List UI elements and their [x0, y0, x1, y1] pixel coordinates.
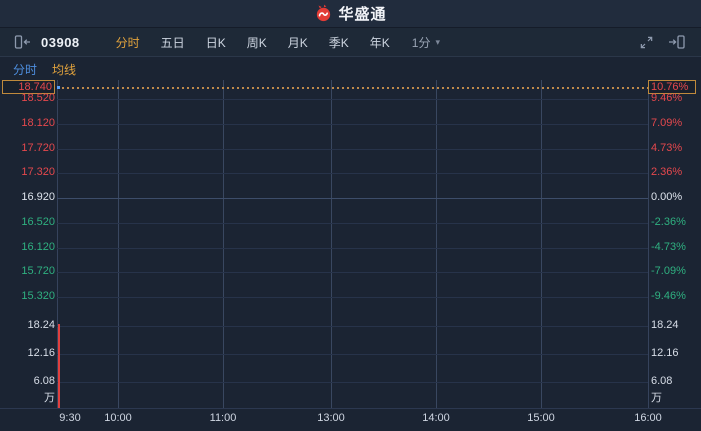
price-gridline [57, 272, 648, 273]
chart-plot-border [648, 80, 649, 408]
time-axis-line [0, 408, 701, 409]
fullscreen-icon[interactable] [639, 35, 654, 50]
chart-plot-area[interactable] [57, 80, 648, 408]
price-gridline [57, 248, 648, 249]
time-axis-label: 15:00 [527, 412, 555, 424]
stock-code: 03908 [41, 34, 80, 50]
chevron-down-icon: ▾ [435, 36, 440, 47]
tab-year-k[interactable]: 年K [369, 35, 390, 50]
volume-unit-right: 万 [651, 392, 662, 404]
chart-vertical-gridline [118, 80, 119, 408]
chart-vertical-gridline [541, 80, 542, 408]
percent-axis-label: 4.73% [651, 142, 683, 154]
subtab-moving-average[interactable]: 均线 [52, 62, 77, 77]
price-gridline [57, 198, 648, 199]
price-line-start [57, 86, 60, 89]
volume-axis-label-right: 18.24 [651, 319, 679, 331]
collapse-left-panel-icon[interactable] [14, 34, 31, 50]
volume-axis-label-left: 6.08 [33, 375, 55, 387]
current-change-label: 10.76% [648, 80, 696, 94]
app-header: 华盛通 [0, 0, 701, 28]
interval-dropdown[interactable]: 1分 ▾ [412, 34, 440, 51]
percent-axis-label: -7.09% [651, 265, 686, 277]
percent-axis-label: -9.46% [651, 290, 686, 302]
volume-axis-label-right: 6.08 [651, 375, 673, 387]
volume-gridline [57, 382, 648, 383]
volume-bar [57, 324, 60, 408]
price-axis-label: 18.120 [21, 117, 55, 129]
chart-vertical-gridline [331, 80, 332, 408]
price-axis-label: 16.120 [21, 241, 55, 253]
tab-quarter-k[interactable]: 季K [328, 35, 349, 50]
subtab-price-line[interactable]: 分时 [13, 62, 38, 77]
current-price-label: 18.740 [2, 80, 55, 94]
time-axis-label: 10:00 [104, 412, 132, 424]
tab-day-k[interactable]: 日K [205, 35, 226, 50]
price-axis-label: 15.720 [21, 265, 55, 277]
time-axis-label: 9:30 [59, 412, 81, 424]
price-gridline [57, 99, 648, 100]
price-gridline [57, 297, 648, 298]
percent-axis-label: -2.36% [651, 216, 686, 228]
price-gridline [57, 149, 648, 150]
price-axis-label: 17.320 [21, 166, 55, 178]
time-axis-label: 16:00 [634, 412, 662, 424]
tab-month-k[interactable]: 月K [287, 35, 308, 50]
chart-vertical-gridline [436, 80, 437, 408]
current-price-dotted-line [57, 87, 648, 89]
price-axis-label: 16.520 [21, 216, 55, 228]
expand-right-panel-icon[interactable] [668, 34, 685, 50]
volume-axis-label-right: 12.16 [651, 347, 679, 359]
percent-axis-label: -4.73% [651, 241, 686, 253]
toolbar-right-icons [639, 34, 691, 50]
time-axis-label: 13:00 [317, 412, 345, 424]
overlay-tabs: 分时 均线 [0, 58, 701, 80]
tab-intraday[interactable]: 分时 [115, 35, 140, 50]
interval-label: 1分 [411, 35, 431, 50]
volume-unit-left: 万 [44, 392, 55, 404]
chart-vertical-gridline [223, 80, 224, 408]
chart-toolbar: 03908 分时 五日 日K 周K 月K 季K 年K 1分 ▾ [0, 28, 701, 57]
price-gridline [57, 124, 648, 125]
price-gridline [57, 223, 648, 224]
time-axis-label: 11:00 [209, 412, 237, 424]
period-tabs: 分时 五日 日K 周K 月K 季K 年K [116, 34, 390, 51]
percent-axis-label: 2.36% [651, 166, 683, 178]
volume-gridline [57, 354, 648, 355]
tab-week-k[interactable]: 周K [246, 35, 267, 50]
price-axis-label: 18.520 [21, 92, 55, 104]
price-axis-label: 16.920 [21, 191, 55, 203]
percent-axis-label: 0.00% [651, 191, 683, 203]
huasheng-flame-icon [314, 4, 333, 23]
chart-plot-border [57, 80, 58, 408]
price-axis-label: 17.720 [21, 142, 55, 154]
app-title: 华盛通 [338, 6, 387, 23]
app-logo: 华盛通 [314, 3, 386, 24]
volume-gridline [57, 326, 648, 327]
percent-axis-label: 9.46% [651, 92, 683, 104]
volume-axis-label-left: 18.24 [27, 319, 55, 331]
percent-axis-label: 7.09% [651, 117, 683, 129]
time-axis-label: 14:00 [422, 412, 450, 424]
volume-axis-label-left: 12.16 [27, 347, 55, 359]
price-axis-label: 15.320 [21, 290, 55, 302]
tab-five-day[interactable]: 五日 [160, 35, 185, 50]
price-gridline [57, 173, 648, 174]
